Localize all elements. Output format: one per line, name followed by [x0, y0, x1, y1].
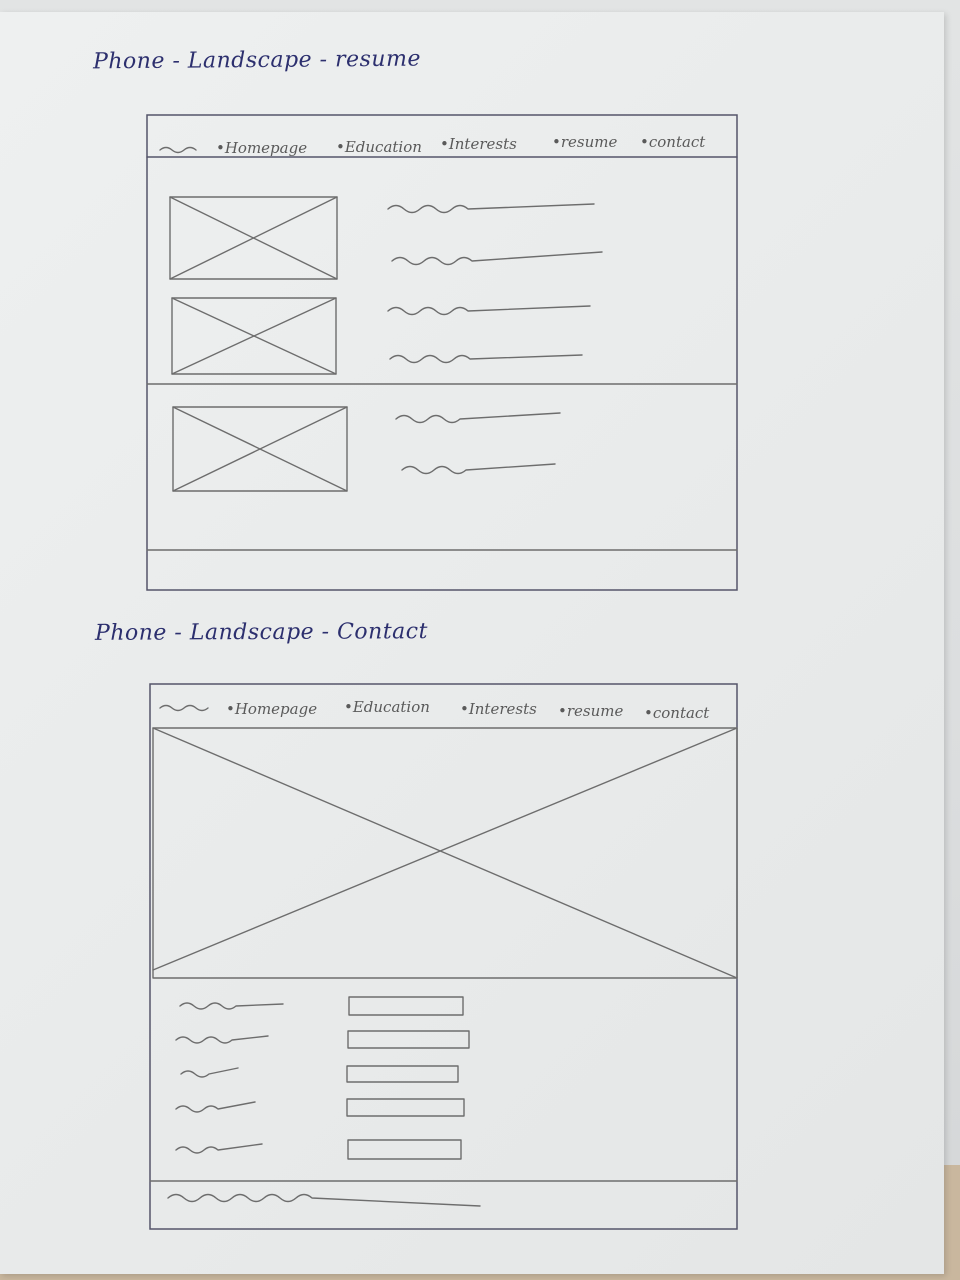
nav-item-interests: •Interests [440, 135, 517, 153]
nav-item-interests-2: •Interests [460, 700, 537, 718]
form-label-scribble [175, 1035, 269, 1044]
nav-item-resume: •resume [552, 133, 618, 151]
text-scribble [387, 203, 595, 214]
image-placeholder [171, 297, 337, 375]
form-input-box [346, 1098, 465, 1117]
form-label-scribble [180, 1067, 239, 1078]
text-scribble [391, 251, 603, 266]
image-placeholder [169, 196, 338, 280]
footer-scribble [167, 1193, 481, 1207]
text-scribble [401, 463, 556, 475]
wireframe-resume [146, 114, 738, 591]
paper-sheet [0, 12, 944, 1274]
text-scribble [389, 354, 583, 364]
form-input-box [346, 1065, 459, 1083]
form-label-scribble [175, 1101, 256, 1113]
nav-item-resume-2: •resume [558, 702, 624, 720]
device-frame [146, 114, 738, 591]
hero-image-placeholder [152, 727, 738, 979]
nav-item-education: •Education [336, 138, 422, 156]
nav-item-education-2: •Education [344, 698, 430, 716]
wireframe-contact [149, 683, 738, 1230]
form-input-box [348, 996, 464, 1016]
logo-scribble [159, 704, 209, 712]
nav-item-contact-2: •contact [644, 704, 710, 722]
logo-scribble [159, 146, 197, 154]
nav-item-homepage: •Homepage [216, 139, 308, 157]
text-scribble [387, 305, 591, 316]
text-scribble [395, 412, 561, 424]
form-label-scribble [179, 1002, 284, 1010]
nav-item-homepage-2: •Homepage [226, 700, 318, 718]
image-placeholder [172, 406, 348, 492]
form-input-box [347, 1030, 470, 1049]
nav-item-contact: •contact [640, 133, 706, 151]
form-label-scribble [175, 1143, 263, 1154]
form-input-box [347, 1139, 462, 1160]
